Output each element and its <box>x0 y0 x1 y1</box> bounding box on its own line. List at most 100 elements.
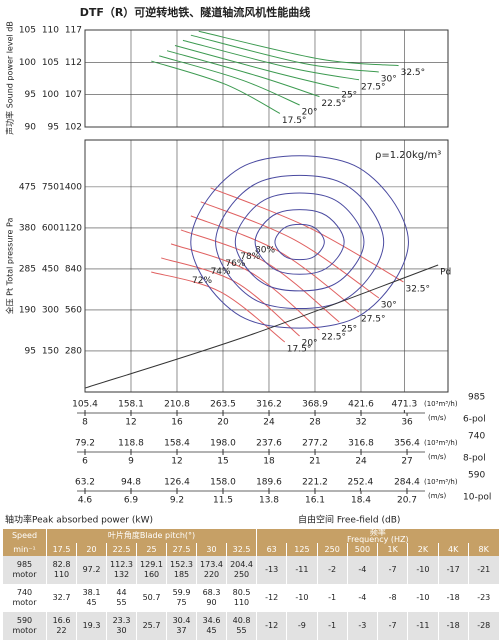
cell: 8K <box>467 543 499 556</box>
speed-text: 590 <box>16 616 33 625</box>
cell: -10 <box>407 584 439 612</box>
y-tick-label: 95 <box>25 346 36 356</box>
cell: 44 55 <box>106 584 137 612</box>
cell: -17 <box>437 556 469 584</box>
power-value: 16.6 <box>52 616 71 625</box>
y-tick-label: 1400 <box>59 182 82 192</box>
power-value: 32.7 <box>52 593 71 602</box>
cell: 4K <box>437 543 469 556</box>
power-value: 40.8 <box>232 616 251 625</box>
curve-label: 17.5° <box>282 116 307 126</box>
power-value: 23.3 <box>112 616 131 625</box>
cell: -7 <box>377 612 408 640</box>
y-tick-label: 840 <box>65 264 82 274</box>
data-row: 740 motor 32.7 38.1 45 44 55 50.7 59.9 75 68.3 90 80… <box>2 584 499 612</box>
noise-value: -1 <box>328 593 337 602</box>
cell: -13 <box>256 556 287 584</box>
curve-label: 17.5° <box>287 345 312 355</box>
y-tick-label: 560 <box>65 305 82 315</box>
header-text: 500 <box>354 544 371 554</box>
header-text: 1K <box>387 544 398 554</box>
curve <box>190 155 409 329</box>
cell: 34.6 45 <box>196 612 227 640</box>
power-value: 110 <box>53 570 70 579</box>
velocity-tick-label: 16.1 <box>305 496 325 506</box>
y-tick-label: 105 <box>42 58 59 68</box>
header-text: 频率 <box>369 528 386 537</box>
speed-label: 740 <box>468 432 485 442</box>
cell: -10 <box>286 584 318 612</box>
flow-tick-label: 105.4 <box>72 400 98 410</box>
cell: 500 <box>346 543 378 556</box>
y-tick-label: 102 <box>65 123 82 133</box>
noise-value: -17 <box>446 565 460 574</box>
cell: 20 <box>76 543 107 556</box>
cell: 38.1 45 <box>76 584 107 612</box>
noise-value: -4 <box>358 593 367 602</box>
velocity-unit: (m/s) <box>428 453 447 461</box>
cell: 125 <box>286 543 318 556</box>
curve <box>274 223 325 261</box>
cell: -18 <box>437 584 469 612</box>
flow-tick-label: 471.3 <box>391 400 417 410</box>
curve <box>190 34 379 73</box>
velocity-tick-label: 6 <box>82 457 88 467</box>
curve-label: 22.5° <box>321 333 346 343</box>
flow-tick-label: 63.2 <box>75 478 95 488</box>
cell: -3 <box>346 612 378 640</box>
speed-label: 985 <box>468 393 485 403</box>
cell: 40.8 55 <box>225 612 257 640</box>
power-value: 132 <box>113 570 130 579</box>
y-tick-label: 750 <box>42 182 59 192</box>
noise-value: -10 <box>416 593 430 602</box>
noise-value: -3 <box>358 621 367 630</box>
y-tick-label: 300 <box>42 305 59 315</box>
header-text: 4K <box>448 544 459 554</box>
cell: 740 motor <box>2 584 47 612</box>
power-value: 55 <box>236 626 247 635</box>
y-tick-label: 107 <box>65 90 82 100</box>
cell: -12 <box>256 612 287 640</box>
noise-value: -18 <box>446 593 460 602</box>
poles-label: 10-pol <box>463 493 491 503</box>
cell: 23.3 30 <box>106 612 137 640</box>
header-text: 32.5 <box>232 544 251 554</box>
curve <box>182 39 360 81</box>
flow-tick-label: 316.2 <box>256 400 282 410</box>
data-row: 590 motor 16.6 22 19.3 23.3 30 25.7 30.4 37 34.6 45… <box>2 612 499 640</box>
flow-tick-label: 118.8 <box>118 439 144 449</box>
cell: -4 <box>346 584 378 612</box>
curve-label: 22.5° <box>321 99 346 109</box>
flow-tick-label: 189.6 <box>256 478 282 488</box>
power-value: 59.9 <box>172 588 191 597</box>
velocity-tick-label: 28 <box>309 418 321 428</box>
velocity-tick-label: 20.7 <box>397 496 417 506</box>
annotation: ρ=1.20kg/m³ <box>375 150 441 161</box>
noise-label: 自由空间 Free-field (dB) <box>298 514 400 526</box>
power-value: 112.3 <box>110 560 133 569</box>
noise-value: -7 <box>388 565 397 574</box>
power-value: 80.5 <box>232 588 251 597</box>
curve-label: Pd <box>440 267 451 277</box>
curve-label: 78% <box>240 252 260 262</box>
cell: min⁻¹ <box>2 543 47 556</box>
cell: 50.7 <box>136 584 167 612</box>
y-tick-label: 95 <box>25 90 36 100</box>
curve-label: 25° <box>341 324 357 334</box>
flow-tick-label: 316.8 <box>348 439 374 449</box>
cell: 97.2 <box>76 556 107 584</box>
y-tick-label: 475 <box>19 182 36 192</box>
flow-tick-label: 158.0 <box>210 478 236 488</box>
flow-unit: (10³m³/h) <box>424 478 458 486</box>
power-value: 25.7 <box>142 621 161 630</box>
velocity-tick-label: 21 <box>309 457 320 467</box>
speed-text: motor <box>12 598 37 607</box>
flow-tick-label: 252.4 <box>347 478 373 488</box>
curve <box>198 30 399 67</box>
y-axis-label: 全压 Pt Total pressure Pa <box>5 218 15 315</box>
curve <box>234 192 365 292</box>
cell: 25.7 <box>136 612 167 640</box>
cell: 叶片角度Blade pitch(°) <box>45 529 257 543</box>
flow-tick-label: 94.8 <box>121 478 141 488</box>
noise-value: -12 <box>265 593 279 602</box>
